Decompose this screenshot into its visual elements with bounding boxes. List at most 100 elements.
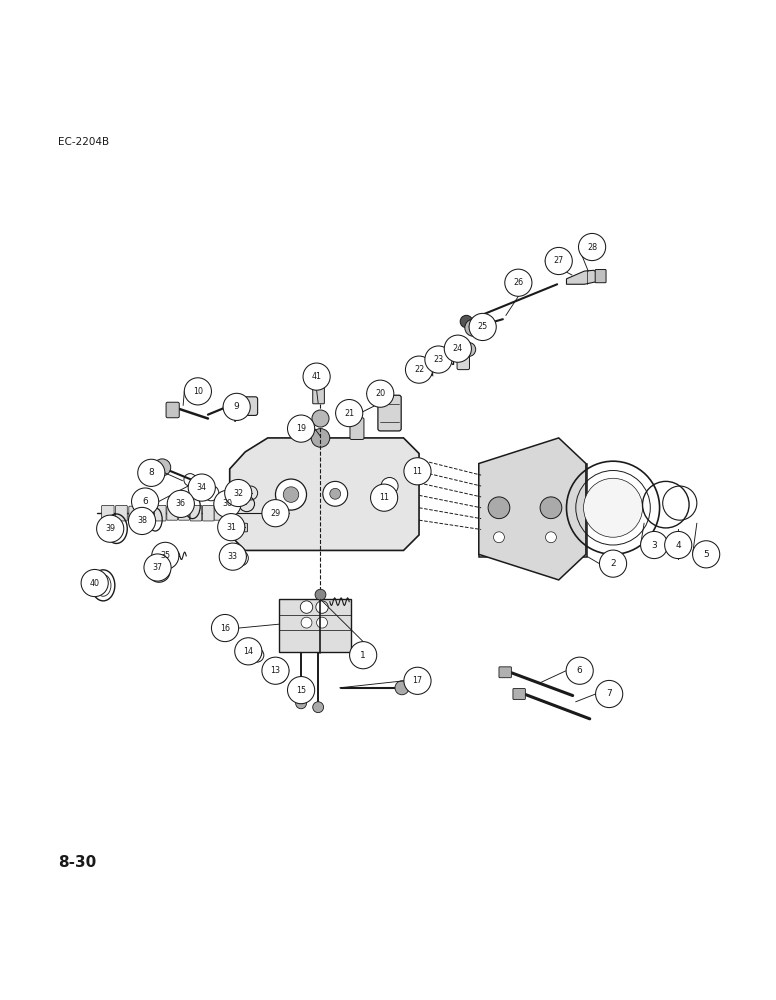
Text: 16: 16 — [220, 624, 230, 633]
Circle shape — [488, 497, 510, 519]
Circle shape — [370, 484, 397, 511]
Circle shape — [595, 680, 622, 708]
FancyBboxPatch shape — [190, 505, 202, 521]
Circle shape — [692, 541, 720, 568]
Text: 25: 25 — [477, 322, 488, 331]
Text: 30: 30 — [223, 499, 232, 508]
Circle shape — [460, 315, 473, 328]
FancyBboxPatch shape — [214, 506, 225, 520]
Polygon shape — [566, 270, 599, 284]
Circle shape — [566, 657, 594, 684]
Text: 6: 6 — [142, 497, 148, 506]
Circle shape — [406, 356, 433, 383]
Circle shape — [283, 487, 299, 502]
Text: 4: 4 — [675, 541, 681, 550]
Circle shape — [316, 601, 328, 613]
FancyBboxPatch shape — [279, 599, 351, 652]
Circle shape — [288, 415, 315, 442]
Circle shape — [301, 617, 312, 628]
Text: 32: 32 — [233, 489, 244, 498]
Text: 22: 22 — [414, 365, 424, 374]
Text: 40: 40 — [90, 579, 99, 588]
Circle shape — [469, 313, 497, 341]
Circle shape — [395, 681, 409, 695]
Circle shape — [545, 247, 573, 275]
FancyBboxPatch shape — [129, 506, 140, 520]
Circle shape — [600, 550, 627, 577]
Text: 28: 28 — [587, 243, 598, 252]
Circle shape — [168, 490, 195, 517]
FancyBboxPatch shape — [166, 402, 179, 418]
Circle shape — [504, 269, 532, 296]
Circle shape — [131, 488, 159, 515]
Circle shape — [367, 380, 393, 407]
Circle shape — [424, 346, 452, 373]
Circle shape — [312, 410, 329, 427]
Circle shape — [664, 531, 692, 559]
Circle shape — [381, 477, 398, 495]
FancyBboxPatch shape — [178, 506, 189, 520]
Circle shape — [349, 642, 377, 669]
FancyBboxPatch shape — [350, 418, 364, 439]
Polygon shape — [479, 438, 586, 580]
Text: 6: 6 — [577, 666, 583, 675]
Text: 5: 5 — [703, 550, 709, 559]
Circle shape — [213, 490, 241, 517]
Circle shape — [494, 532, 504, 543]
Circle shape — [317, 617, 327, 628]
FancyBboxPatch shape — [167, 506, 178, 520]
Circle shape — [184, 378, 211, 405]
Circle shape — [144, 554, 171, 581]
FancyBboxPatch shape — [102, 505, 114, 521]
Circle shape — [330, 488, 341, 499]
Text: 20: 20 — [375, 389, 386, 398]
Text: 36: 36 — [176, 499, 185, 508]
Circle shape — [81, 569, 108, 597]
Text: 35: 35 — [160, 551, 171, 560]
Circle shape — [578, 233, 606, 261]
Circle shape — [540, 497, 562, 519]
Circle shape — [154, 459, 171, 476]
Circle shape — [225, 479, 251, 507]
Circle shape — [315, 589, 326, 600]
Text: 34: 34 — [197, 483, 206, 492]
Circle shape — [288, 677, 315, 704]
Circle shape — [262, 657, 289, 684]
Circle shape — [151, 542, 178, 569]
FancyBboxPatch shape — [457, 351, 469, 370]
Circle shape — [211, 614, 239, 642]
Text: 24: 24 — [452, 344, 463, 353]
Circle shape — [462, 342, 476, 356]
Circle shape — [404, 667, 431, 694]
Text: 37: 37 — [152, 563, 163, 572]
FancyBboxPatch shape — [479, 464, 587, 557]
FancyBboxPatch shape — [231, 397, 258, 415]
Text: 38: 38 — [137, 516, 147, 525]
Circle shape — [234, 638, 262, 665]
FancyBboxPatch shape — [116, 505, 127, 521]
Text: 31: 31 — [227, 523, 236, 532]
FancyBboxPatch shape — [154, 505, 166, 521]
Text: 8-30: 8-30 — [58, 855, 96, 870]
Text: 14: 14 — [244, 647, 253, 656]
Text: 13: 13 — [271, 666, 280, 675]
Circle shape — [262, 500, 289, 527]
Circle shape — [584, 478, 643, 537]
Circle shape — [223, 393, 250, 420]
Text: 11: 11 — [413, 467, 422, 476]
FancyBboxPatch shape — [513, 689, 525, 699]
Circle shape — [465, 319, 482, 336]
Circle shape — [296, 698, 307, 709]
Circle shape — [188, 474, 216, 501]
FancyBboxPatch shape — [263, 508, 285, 519]
Circle shape — [311, 429, 330, 447]
Circle shape — [303, 363, 331, 390]
Polygon shape — [230, 438, 419, 550]
Text: 9: 9 — [234, 402, 240, 411]
Text: 23: 23 — [433, 355, 444, 364]
Text: 29: 29 — [270, 509, 281, 518]
Circle shape — [96, 515, 123, 542]
Text: 26: 26 — [513, 278, 524, 287]
Circle shape — [313, 702, 324, 713]
Text: 15: 15 — [296, 686, 307, 695]
